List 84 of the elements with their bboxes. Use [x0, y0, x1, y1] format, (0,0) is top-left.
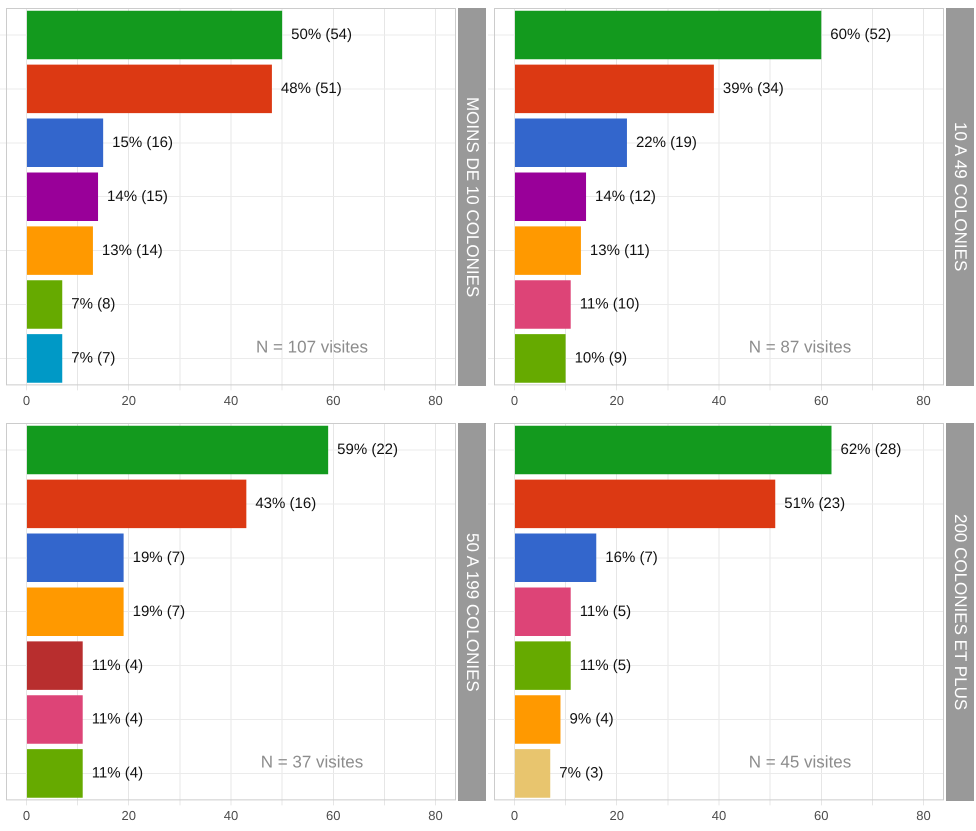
bar	[514, 534, 596, 582]
x-tick-label: 20	[609, 392, 624, 408]
annotation: N = 107 visites	[256, 337, 368, 356]
bar	[26, 426, 328, 474]
x-tick-label: 80	[428, 392, 443, 408]
data-label: 11% (10)	[580, 296, 640, 313]
data-label: 11% (5)	[580, 656, 632, 674]
x-tick-label: 20	[609, 808, 624, 823]
data-label: 19% (7)	[132, 602, 186, 620]
data-label: 51% (23)	[784, 495, 846, 512]
data-label: 43% (16)	[255, 495, 316, 512]
bar	[514, 641, 571, 690]
x-tick-label: 80	[916, 808, 931, 823]
bar	[26, 641, 83, 690]
data-label: 62% (28)	[840, 441, 902, 458]
bar	[26, 64, 272, 114]
bar	[514, 172, 586, 221]
data-label: 10% (9)	[574, 350, 628, 367]
x-tick-label: 0	[510, 392, 518, 408]
data-label: 11% (5)	[580, 602, 632, 620]
bar	[26, 695, 83, 744]
bar	[26, 10, 282, 60]
x-tick-label: 0	[510, 808, 518, 823]
x-tick-label: 60	[326, 808, 341, 823]
bar	[26, 534, 124, 582]
bar	[26, 280, 62, 329]
bar	[514, 695, 560, 744]
x-tick-label: 0	[22, 392, 30, 408]
bar	[26, 172, 98, 221]
data-label: 48% (51)	[280, 80, 342, 98]
data-label: 15% (16)	[112, 134, 174, 151]
x-tick-label: 60	[326, 392, 341, 408]
data-label: 22% (19)	[636, 134, 697, 151]
bar	[514, 426, 832, 474]
data-label: 7% (3)	[559, 764, 604, 782]
data-label: 59% (22)	[337, 441, 398, 458]
data-label: 7% (7)	[71, 350, 116, 367]
x-tick-label: 20	[121, 808, 136, 823]
annotation: N = 87 visites	[748, 337, 852, 356]
annotation: N = 45 visites	[748, 752, 852, 772]
data-label: 11% (4)	[92, 764, 144, 782]
bar	[514, 118, 627, 168]
data-label: 13% (14)	[102, 242, 163, 259]
text: MOINS DE 10 COLONIES	[458, 8, 486, 386]
x-tick-label: 20	[121, 392, 136, 408]
bar	[514, 10, 822, 60]
text: 10 A 49 COLONIES	[946, 8, 974, 386]
text: 50 A 199 COLONIES	[458, 423, 486, 801]
data-label: 7% (8)	[71, 296, 116, 313]
bar	[514, 480, 776, 528]
x-tick-label: 60	[814, 808, 829, 823]
annotation: N = 37 visites	[260, 752, 364, 772]
x-tick-label: 40	[712, 808, 726, 823]
data-label: 13% (11)	[590, 242, 650, 259]
x-tick-label: 40	[224, 808, 238, 823]
bar	[514, 334, 566, 383]
bar	[514, 587, 571, 636]
bar	[514, 280, 571, 329]
data-label: 11% (4)	[92, 656, 144, 674]
data-label: 14% (12)	[595, 188, 656, 205]
data-label: 16% (7)	[605, 548, 658, 566]
data-label: 60% (52)	[830, 26, 892, 44]
bar	[26, 118, 104, 168]
data-label: 39% (34)	[722, 80, 784, 98]
x-tick-label: 60	[814, 392, 829, 408]
bar	[26, 334, 62, 383]
bar	[514, 64, 714, 114]
data-label: 11% (4)	[92, 710, 144, 728]
text: 200 COLONIES ET PLUS	[946, 423, 974, 801]
data-label: 9% (4)	[569, 710, 614, 728]
x-tick-label: 40	[712, 392, 726, 408]
data-label: 14% (15)	[107, 188, 168, 205]
bar	[514, 226, 581, 275]
x-tick-label: 80	[428, 808, 443, 823]
x-tick-label: 40	[224, 392, 238, 408]
bar	[514, 749, 550, 798]
bar	[26, 226, 93, 275]
data-label: 50% (54)	[291, 26, 352, 44]
x-tick-label: 80	[916, 392, 931, 408]
bar	[26, 749, 83, 798]
x-tick-label: 0	[22, 808, 30, 823]
bar	[26, 587, 124, 636]
bar	[26, 480, 246, 528]
data-label: 19% (7)	[132, 548, 186, 566]
